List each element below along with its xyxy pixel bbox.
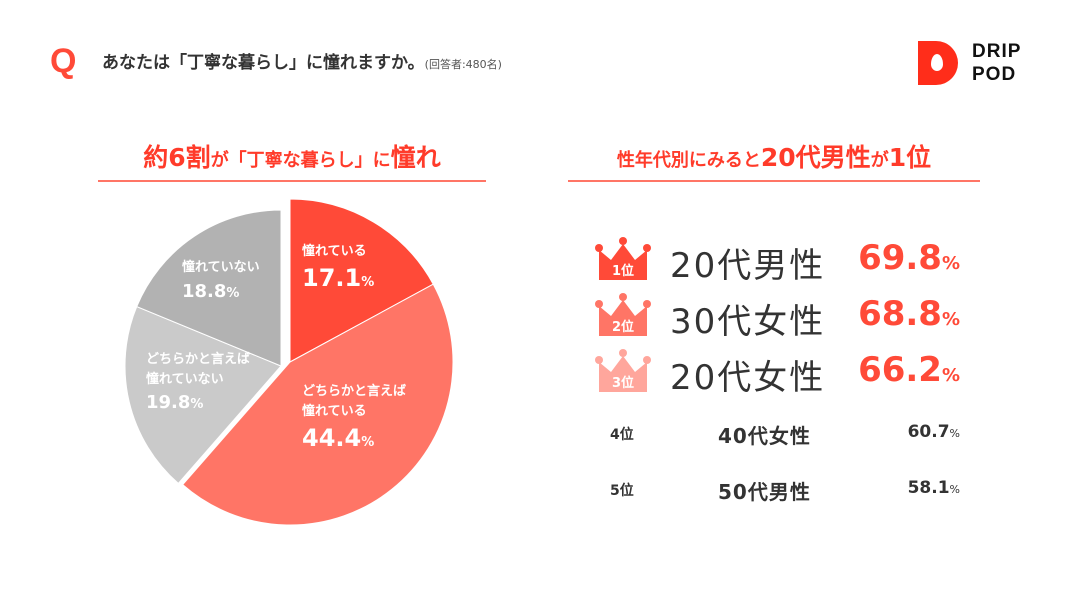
slice-label-4: 憧れていない 18.8% [182, 258, 260, 308]
rank-label: 1位 [611, 264, 635, 279]
rank-value: 60.7% [908, 422, 960, 442]
rank-group: 50代男性 [718, 480, 811, 504]
logo-line2: POD [972, 64, 1017, 85]
rank-value: 68.8% [858, 294, 960, 334]
rank-row-3: 3位 20代女性 66.2% [595, 348, 960, 398]
question: あなたは「丁寧な暮らし」に憧れますか。 [102, 53, 425, 73]
rank-label: 2位 [611, 320, 635, 335]
rank-group: 40代女性 [718, 424, 811, 448]
rank-group: 20代男性 [670, 246, 826, 286]
q-mark: Q [50, 42, 77, 80]
slice-unit: % [226, 286, 240, 301]
pie-slice-3 [124, 305, 282, 485]
pie-slice-2 [181, 283, 454, 526]
pie-slice-4 [136, 209, 282, 367]
right-heading: 性年代別にみると20代男性が1位 [568, 138, 980, 182]
drop-logo-icon [918, 41, 958, 85]
crown-icon [595, 349, 651, 392]
heading-emph: 1位 [888, 143, 932, 172]
heading-emph: 約6割 [143, 143, 211, 172]
value: 66.2 [858, 350, 942, 390]
logo-line1: DRIP [972, 41, 1022, 62]
rank-value: 69.8% [858, 238, 960, 278]
pie-slice-1 [289, 198, 434, 363]
slice-unit: % [361, 435, 375, 450]
slice-name: 憧れていない [182, 260, 260, 275]
slice-label-3: どちらかと言えば 憧れていない 19.8% [146, 350, 250, 418]
unit: % [941, 253, 960, 274]
question-text: あなたは「丁寧な暮らし」に憧れますか。(回答者:480名) [102, 48, 502, 73]
rank-row-2: 2位 30代女性 68.8% [595, 292, 960, 342]
slice-name: 憧れている [302, 404, 367, 419]
heading-text: 性年代別にみると [616, 150, 761, 171]
slice-unit: % [190, 397, 204, 412]
rank-label: 3位 [611, 376, 635, 391]
crown-icon [595, 237, 651, 280]
unit: % [941, 365, 960, 386]
value: 58.1 [907, 478, 950, 498]
rank-value: 58.1% [908, 478, 960, 498]
slice-name: 憧れている [302, 244, 367, 259]
rank-label: 4位 [610, 427, 634, 443]
slice-value: 18.8 [182, 281, 227, 302]
slice-value: 44.4 [302, 424, 362, 452]
rank-group: 30代女性 [670, 302, 826, 342]
left-heading: 約6割が「丁寧な暮らし」に憧れ [98, 138, 486, 182]
unit: % [941, 309, 960, 330]
drip-pod-logo: DRIP POD [918, 40, 1021, 86]
value: 69.8 [858, 238, 942, 278]
value: 60.7 [907, 422, 950, 442]
slice-value: 17.1 [302, 264, 362, 292]
slice-unit: % [361, 275, 375, 290]
slice-value: 19.8 [146, 392, 191, 413]
crown-icon [595, 293, 651, 336]
slice-name: 憧れていない [146, 372, 224, 387]
rank-row-4: 4位 40代女性 60.7% [610, 420, 960, 450]
rank-label: 5位 [610, 483, 634, 499]
heading-text: が [870, 150, 889, 171]
slice-label-2: どちらかと言えば 憧れている 44.4% [302, 382, 406, 459]
slice-label-1: 憧れている 17.1% [302, 242, 374, 299]
rank-group: 20代女性 [670, 358, 826, 398]
value: 68.8 [858, 294, 942, 334]
rank-row-1: 1位 20代男性 69.8% [595, 236, 960, 286]
unit: % [949, 483, 960, 496]
heading-emph: 20代男性 [760, 143, 871, 172]
heading-emph: 憧れ [390, 143, 441, 172]
slice-name: どちらかと言えば [146, 352, 251, 367]
unit: % [949, 427, 960, 440]
rank-value: 66.2% [858, 350, 960, 390]
slice-name: どちらかと言えば [302, 384, 407, 399]
heading-text: が「丁寧な暮らし」に [210, 150, 391, 171]
respondent-count: (回答者:480名) [424, 58, 502, 71]
rank-row-5: 5位 50代男性 58.1% [610, 476, 960, 506]
